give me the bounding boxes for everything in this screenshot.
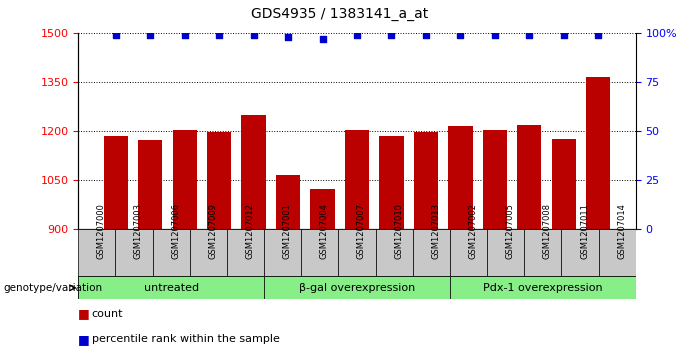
Text: untreated: untreated [143, 283, 199, 293]
Bar [375, 229, 413, 276]
Point [490, 32, 500, 37]
Point [110, 32, 121, 37]
Point [386, 32, 397, 37]
Bar [524, 229, 562, 276]
Text: GSM1207003: GSM1207003 [134, 203, 143, 259]
Text: GSM1207002: GSM1207002 [469, 203, 477, 259]
Text: GSM1207010: GSM1207010 [394, 203, 403, 259]
Point [593, 32, 604, 37]
Text: GSM1207013: GSM1207013 [431, 203, 441, 259]
Bar [414, 132, 438, 229]
Bar [173, 130, 197, 229]
Bar [598, 229, 636, 276]
Bar [264, 229, 301, 276]
Bar [116, 229, 152, 276]
Bar [227, 229, 264, 276]
Text: GSM1207012: GSM1207012 [245, 203, 254, 259]
Bar [241, 115, 266, 229]
Bar [78, 229, 116, 276]
Point [524, 32, 535, 37]
Bar [483, 130, 507, 229]
Text: GSM1207011: GSM1207011 [580, 203, 589, 259]
Bar [264, 276, 450, 299]
Bar [552, 139, 576, 229]
Bar [586, 77, 611, 229]
Text: Pdx-1 overexpression: Pdx-1 overexpression [483, 283, 602, 293]
Text: GSM1207007: GSM1207007 [357, 203, 366, 259]
Point [145, 32, 156, 37]
Text: GSM1207004: GSM1207004 [320, 203, 329, 259]
Bar [152, 229, 190, 276]
Bar [562, 229, 598, 276]
Point [214, 32, 224, 37]
Text: β-gal overexpression: β-gal overexpression [299, 283, 415, 293]
Text: GSM1207006: GSM1207006 [171, 203, 180, 259]
Text: GSM1207000: GSM1207000 [97, 203, 106, 259]
Point [455, 32, 466, 37]
Bar [345, 130, 369, 229]
Point [420, 32, 431, 37]
Bar [450, 276, 636, 299]
Bar [450, 229, 487, 276]
Bar [138, 140, 162, 229]
Point [352, 32, 362, 37]
Point [317, 36, 328, 41]
Bar [487, 229, 524, 276]
Text: GSM1207001: GSM1207001 [283, 203, 292, 259]
Text: GSM1207008: GSM1207008 [543, 203, 552, 259]
Text: GDS4935 / 1383141_a_at: GDS4935 / 1383141_a_at [252, 7, 428, 21]
Bar [103, 135, 128, 229]
Bar [276, 175, 300, 229]
Bar [207, 132, 231, 229]
Text: GSM1207005: GSM1207005 [506, 203, 515, 259]
Text: count: count [92, 309, 123, 319]
Point [283, 34, 294, 40]
Bar [190, 229, 227, 276]
Text: genotype/variation: genotype/variation [3, 283, 103, 293]
Text: ■: ■ [78, 307, 90, 321]
Bar [448, 126, 473, 229]
Point [179, 32, 190, 37]
Text: GSM1207009: GSM1207009 [208, 203, 218, 259]
Bar [413, 229, 450, 276]
Text: GSM1207014: GSM1207014 [617, 203, 626, 259]
Bar [311, 189, 335, 229]
Bar [379, 136, 403, 229]
Text: percentile rank within the sample: percentile rank within the sample [92, 334, 279, 344]
Bar [517, 125, 541, 229]
Bar [301, 229, 339, 276]
Text: ■: ■ [78, 333, 90, 346]
Bar [339, 229, 375, 276]
Bar [78, 276, 264, 299]
Point [558, 32, 569, 37]
Point [248, 32, 259, 37]
